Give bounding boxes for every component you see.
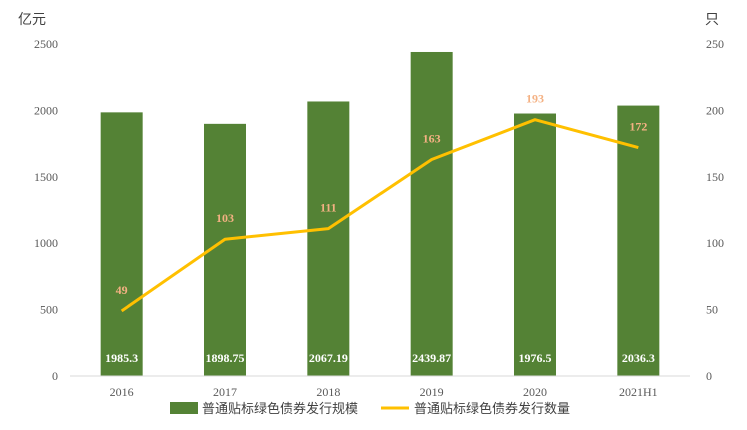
left-tick-label: 1500 — [34, 170, 58, 184]
x-tick-label: 2017 — [213, 385, 237, 399]
x-tick-label: 2018 — [316, 385, 340, 399]
left-tick-label: 2000 — [34, 103, 58, 117]
bar-series — [100, 51, 660, 377]
right-tick-label: 0 — [706, 369, 712, 383]
left-tick-label: 500 — [40, 303, 58, 317]
line-series — [120, 118, 639, 313]
bar-value-label: 2439.87 — [412, 351, 451, 365]
right-tick-label: 50 — [706, 303, 718, 317]
bar — [100, 112, 143, 376]
bar-data-labels: 1985.3 1898.75 2067.19 2439.87 1976.5 2036.3 — [105, 351, 655, 365]
bar-value-label: 1898.75 — [206, 351, 245, 365]
bar — [514, 113, 556, 376]
bar-value-label: 1985.3 — [105, 351, 138, 365]
line-value-label: 172 — [629, 120, 647, 134]
legend-bar-swatch — [170, 402, 198, 414]
line-value-label: 111 — [320, 201, 337, 215]
legend-bar-label: 普通贴标绿色债券发行规模 — [202, 401, 358, 417]
legend: 普通贴标绿色债券发行规模 普通贴标绿色债券发行数量 — [170, 401, 570, 417]
bar — [307, 101, 350, 376]
right-axis-unit: 只 — [705, 12, 719, 28]
right-tick-label: 100 — [706, 236, 724, 250]
x-axis: 2016 2017 2018 2019 2020 2021H1 — [110, 385, 658, 399]
bar-value-label: 2036.3 — [622, 351, 655, 365]
bar-value-label: 2067.19 — [309, 351, 348, 365]
right-tick-label: 250 — [706, 37, 724, 51]
line-data-labels: 49 103 111 163 193 172 — [116, 92, 648, 297]
right-tick-label: 150 — [706, 170, 724, 184]
bar — [410, 51, 453, 377]
left-axis-unit: 亿元 — [18, 12, 46, 28]
x-tick-label: 2016 — [110, 385, 134, 399]
line-path — [120, 118, 639, 313]
line-value-label: 193 — [526, 92, 544, 106]
bar-value-label: 1976.5 — [519, 351, 552, 365]
right-tick-label: 200 — [706, 103, 724, 117]
legend-line-label: 普通贴标绿色债券发行数量 — [414, 401, 570, 417]
bar — [617, 105, 660, 377]
line-value-label: 103 — [216, 211, 234, 225]
left-tick-label: 2500 — [34, 37, 58, 51]
x-tick-label: 2021H1 — [619, 385, 658, 399]
x-tick-label: 2020 — [523, 385, 547, 399]
x-tick-label: 2019 — [420, 385, 444, 399]
right-axis: 0 50 100 150 200 250 — [706, 37, 724, 383]
line-value-label: 49 — [116, 283, 128, 297]
left-tick-label: 1000 — [34, 236, 58, 250]
line-value-label: 163 — [423, 132, 441, 146]
left-tick-label: 0 — [52, 369, 58, 383]
left-axis: 0 500 1000 1500 2000 2500 — [34, 37, 58, 383]
